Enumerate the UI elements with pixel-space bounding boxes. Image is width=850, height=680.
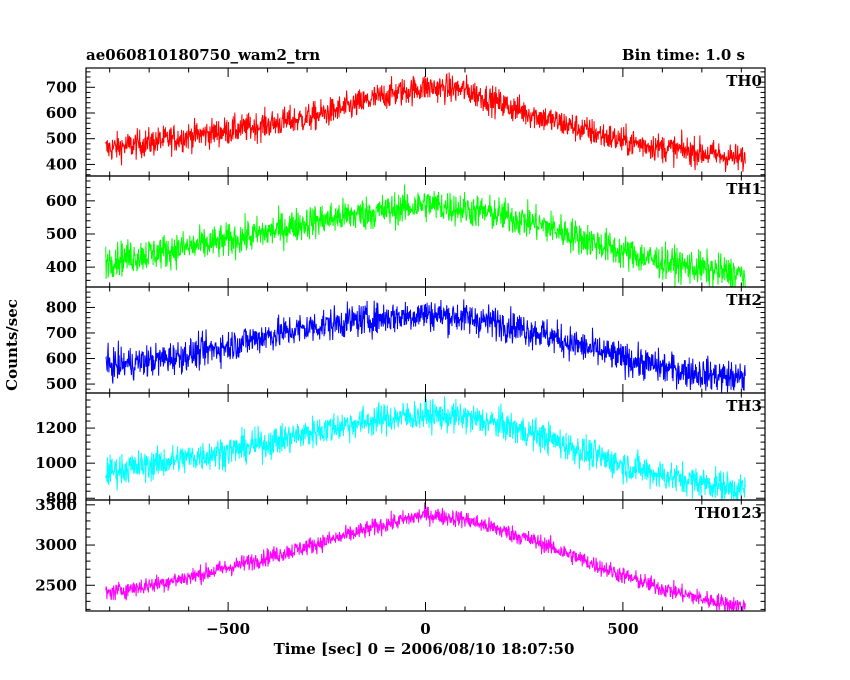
panels: 400 500 600 700 TH0 400 500 600 TH1 500 600 700 800 T… <box>35 67 766 612</box>
series-line-th0123 <box>105 502 746 611</box>
y-tick-label: 400 <box>46 258 77 276</box>
y-tick-label: 600 <box>46 192 77 210</box>
series-line-th0 <box>105 72 746 173</box>
series-label-th0: TH0 <box>726 72 762 90</box>
x-tick-label: −500 <box>206 620 250 638</box>
y-tick-label: 400 <box>46 155 77 173</box>
panel-th0123: 2500 3000 3500 TH0123 <box>35 496 766 612</box>
series-line-th2 <box>105 299 746 393</box>
y-tick-label: 700 <box>46 78 77 96</box>
y-tick-label: 1200 <box>35 419 77 437</box>
y-tick-label: 600 <box>46 104 77 122</box>
y-axis-label: Counts/sec <box>3 299 21 391</box>
y-tick-label: 500 <box>46 375 77 393</box>
panel-th2: 500 600 700 800 TH2 <box>46 286 766 394</box>
series-line-th1 <box>105 184 746 287</box>
y-tick-label: 600 <box>46 350 77 368</box>
chart-title: ae060810180750_wam2_trn <box>86 46 320 64</box>
x-tick-label: 0 <box>420 620 430 638</box>
y-tick-label: 1000 <box>35 454 77 472</box>
x-axis-label: Time [sec] 0 = 2006/08/10 18:07:50 <box>274 640 575 658</box>
panel-th1: 400 500 600 TH1 <box>46 175 766 288</box>
x-tick-labels: −500 0 500 <box>206 620 638 638</box>
y-tick-label: 3500 <box>35 496 77 514</box>
series-label-th1: TH1 <box>726 180 762 198</box>
series-label-th0123: TH0123 <box>695 504 762 522</box>
y-tick-label: 500 <box>46 130 77 148</box>
y-tick-label: 2500 <box>35 576 77 594</box>
y-tick-label: 500 <box>46 225 77 243</box>
panel-th3: 800 1000 1200 TH3 <box>35 392 766 507</box>
series-label-th3: TH3 <box>726 397 762 415</box>
panel-th0: 400 500 600 700 TH0 <box>46 67 766 177</box>
bin-time-label: Bin time: 1.0 s <box>622 46 745 64</box>
series-label-th2: TH2 <box>726 291 762 309</box>
y-tick-label: 800 <box>46 298 77 316</box>
y-tick-label: 3000 <box>35 536 77 554</box>
series-line-th3 <box>105 396 746 500</box>
y-tick-label: 700 <box>46 324 77 342</box>
y-tick-label: 800 <box>46 489 77 507</box>
x-tick-label: 500 <box>607 620 638 638</box>
